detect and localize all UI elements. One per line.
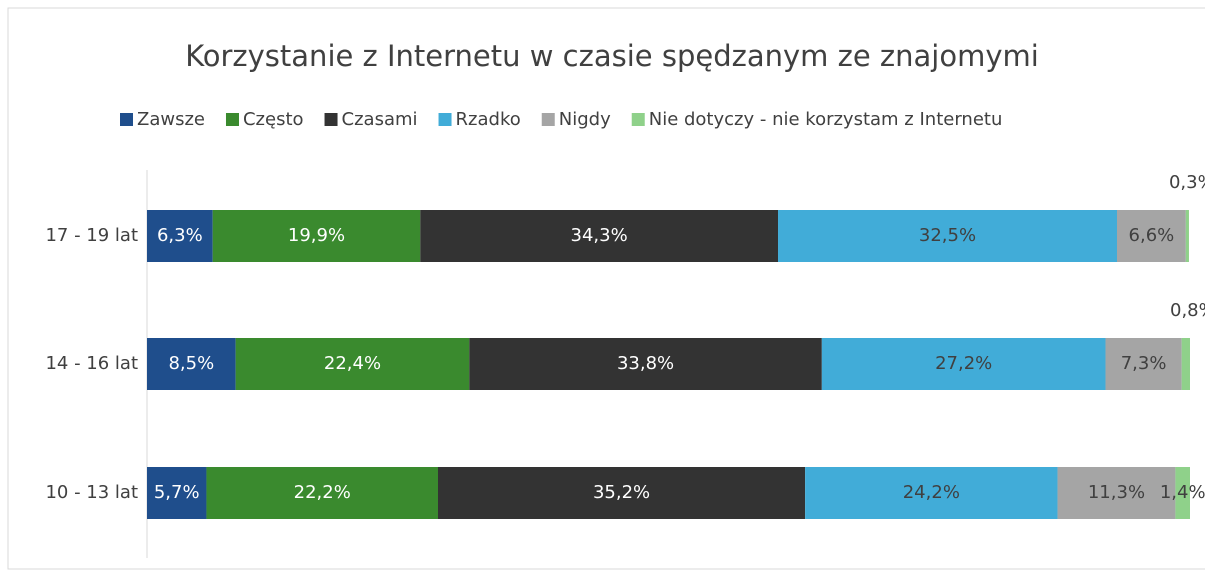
legend-swatch: [438, 113, 452, 126]
bar-segment: [420, 210, 779, 262]
data-label: 27,2%: [935, 353, 992, 374]
bar-segment: [805, 467, 1058, 519]
legend-label: Rzadko: [456, 109, 521, 130]
y-tick-label: 14 - 16 lat: [45, 353, 138, 374]
data-label: 32,5%: [919, 225, 976, 246]
data-label: 34,3%: [571, 225, 628, 246]
data-label: 8,5%: [168, 353, 214, 374]
bar-segment: [821, 338, 1106, 390]
bar-segment: [212, 210, 421, 262]
legend-swatch: [225, 113, 239, 126]
y-tick-label: 10 - 13 lat: [45, 482, 138, 503]
data-label: 6,6%: [1129, 225, 1175, 246]
data-label: 19,9%: [288, 225, 345, 246]
bar-segment: [437, 467, 806, 519]
data-label: 0,8%: [1170, 300, 1205, 321]
data-label: 11,3%: [1088, 482, 1145, 503]
bar-segment: [469, 338, 822, 390]
bar-segment: [1185, 210, 1189, 262]
bar-segment: [235, 338, 470, 390]
bar-segment: [147, 210, 213, 262]
bar-segment: [1175, 467, 1190, 519]
legend-label: Zawsze: [137, 109, 205, 130]
legend-swatch: [120, 113, 133, 126]
data-label: 0,3%: [1169, 172, 1205, 193]
legend-swatch: [324, 113, 338, 126]
legend-label: Nie dotyczy - nie korzystam z Internetu: [649, 109, 1003, 130]
chart-title: Korzystanie z Internetu w czasie spędzan…: [185, 39, 1039, 73]
legend-label: Często: [243, 109, 304, 130]
bar-segment: [1057, 467, 1176, 519]
legend-swatch: [541, 113, 555, 126]
data-label: 22,4%: [324, 353, 381, 374]
data-label: 35,2%: [593, 482, 650, 503]
bar-segment: [206, 467, 438, 519]
data-label: 6,3%: [157, 225, 203, 246]
bar-segment: [147, 467, 207, 519]
bar-segment: [1181, 338, 1190, 390]
legend-label: Nigdy: [559, 109, 611, 130]
bar-segment: [147, 338, 236, 390]
y-tick-label: 17 - 19 lat: [45, 225, 138, 246]
data-label: 33,8%: [617, 353, 674, 374]
data-label: 1,4%: [1160, 482, 1205, 503]
bar-segment: [1105, 338, 1182, 390]
bar-segment: [1116, 210, 1186, 262]
data-label: 7,3%: [1121, 353, 1167, 374]
legend-label: Czasami: [342, 109, 418, 130]
bar-segment: [778, 210, 1117, 262]
data-label: 24,2%: [903, 482, 960, 503]
legend-swatch: [631, 113, 645, 126]
data-label: 22,2%: [294, 482, 351, 503]
data-label: 5,7%: [154, 482, 200, 503]
